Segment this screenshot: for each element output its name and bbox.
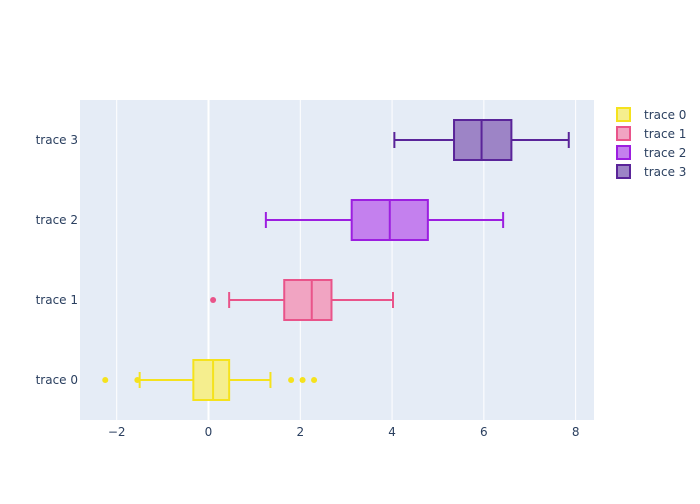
- outlier-point: [102, 377, 109, 383]
- box-iqr: [453, 119, 513, 161]
- legend-swatch: [616, 126, 631, 141]
- x-tick-label: 2: [296, 425, 304, 439]
- legend-label: trace 2: [644, 146, 686, 160]
- outlier-point: [288, 377, 295, 383]
- legend-label: trace 3: [644, 165, 686, 179]
- box-trace: [393, 119, 570, 161]
- x-tick-label: 4: [388, 425, 396, 439]
- box-trace: [210, 279, 394, 321]
- box-iqr: [283, 279, 333, 321]
- outlier-point: [210, 297, 217, 303]
- legend-swatch: [616, 107, 631, 122]
- legend-swatch: [616, 164, 631, 179]
- y-axis-ticks: trace 0 trace 1 trace 2 trace 3: [36, 133, 78, 387]
- y-tick-label: trace 2: [36, 213, 78, 227]
- legend-item: trace 2: [616, 145, 686, 160]
- box-trace: [264, 199, 505, 241]
- outlier-point: [299, 377, 306, 383]
- x-tick-label: −2: [108, 425, 126, 439]
- legend: trace 0 trace 1 trace 2 trace 3: [616, 107, 686, 179]
- x-tick-label: 8: [572, 425, 580, 439]
- plot-background: [80, 100, 594, 420]
- legend-item: trace 1: [616, 126, 686, 141]
- y-tick-label: trace 1: [36, 293, 78, 307]
- legend-swatch: [616, 145, 631, 160]
- legend-label: trace 0: [644, 108, 686, 122]
- box-iqr: [192, 359, 231, 401]
- x-axis-ticks: −2 0 2 4 6 8: [108, 425, 580, 439]
- legend-item: trace 3: [616, 164, 686, 179]
- box-traces: [102, 119, 570, 401]
- legend-item: trace 0: [616, 107, 686, 122]
- box-trace: [102, 359, 318, 401]
- outlier-point: [311, 377, 318, 383]
- y-tick-label: trace 0: [36, 373, 78, 387]
- x-tick-label: 6: [480, 425, 488, 439]
- legend-label: trace 1: [644, 127, 686, 141]
- x-tick-label: 0: [205, 425, 213, 439]
- y-tick-label: trace 3: [36, 133, 78, 147]
- outlier-point: [134, 377, 141, 383]
